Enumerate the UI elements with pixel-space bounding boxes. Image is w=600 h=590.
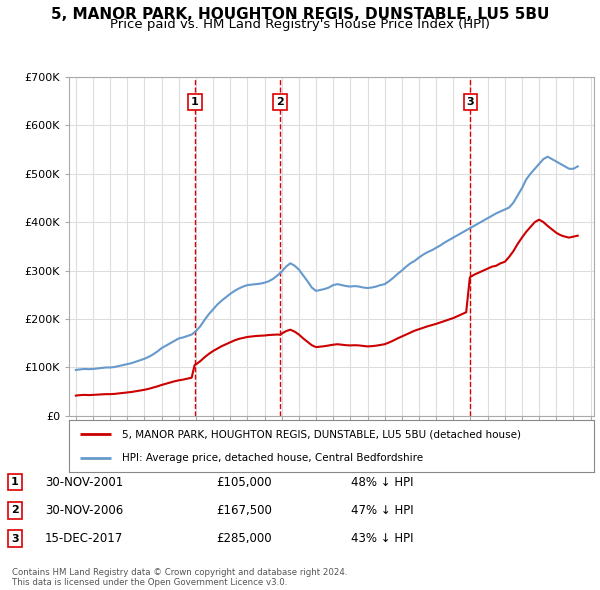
Text: 48% ↓ HPI: 48% ↓ HPI <box>351 476 413 489</box>
Text: £105,000: £105,000 <box>216 476 272 489</box>
Text: 43% ↓ HPI: 43% ↓ HPI <box>351 532 413 545</box>
Text: HPI: Average price, detached house, Central Bedfordshire: HPI: Average price, detached house, Cent… <box>121 453 422 463</box>
Text: 3: 3 <box>467 97 474 107</box>
Text: 47% ↓ HPI: 47% ↓ HPI <box>351 504 413 517</box>
Text: 30-NOV-2001: 30-NOV-2001 <box>45 476 123 489</box>
Text: 1: 1 <box>191 97 199 107</box>
Text: £285,000: £285,000 <box>216 532 272 545</box>
Text: 15-DEC-2017: 15-DEC-2017 <box>45 532 123 545</box>
Text: Contains HM Land Registry data © Crown copyright and database right 2024.
This d: Contains HM Land Registry data © Crown c… <box>12 568 347 587</box>
Text: 30-NOV-2006: 30-NOV-2006 <box>45 504 123 517</box>
Text: 1: 1 <box>11 477 19 487</box>
Text: 5, MANOR PARK, HOUGHTON REGIS, DUNSTABLE, LU5 5BU: 5, MANOR PARK, HOUGHTON REGIS, DUNSTABLE… <box>51 7 549 22</box>
Text: £167,500: £167,500 <box>216 504 272 517</box>
Text: 2: 2 <box>277 97 284 107</box>
Text: 3: 3 <box>11 534 19 543</box>
Text: 5, MANOR PARK, HOUGHTON REGIS, DUNSTABLE, LU5 5BU (detached house): 5, MANOR PARK, HOUGHTON REGIS, DUNSTABLE… <box>121 429 521 439</box>
Text: Price paid vs. HM Land Registry's House Price Index (HPI): Price paid vs. HM Land Registry's House … <box>110 18 490 31</box>
Text: 2: 2 <box>11 506 19 515</box>
